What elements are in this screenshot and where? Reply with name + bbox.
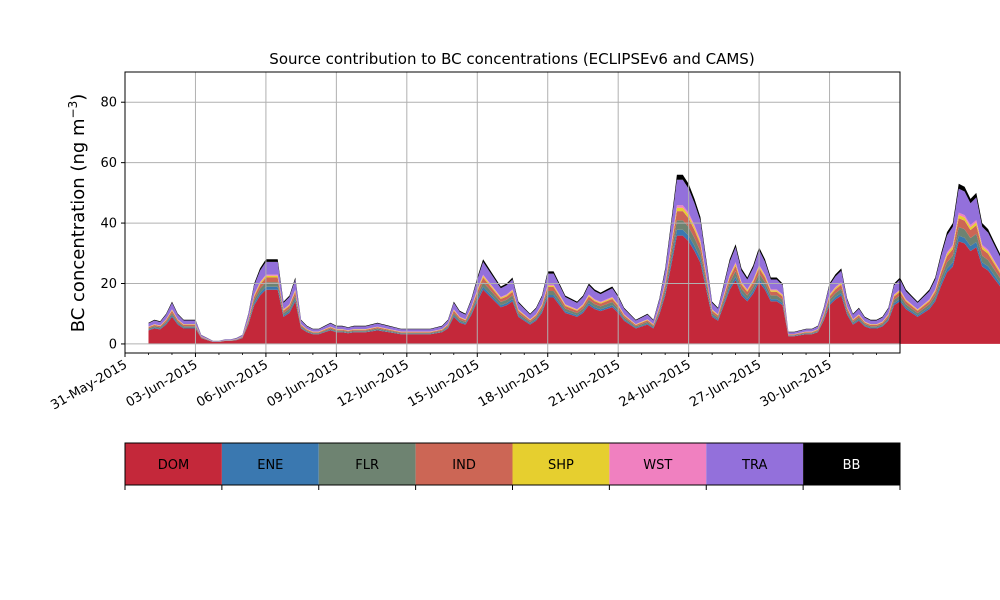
area-dom bbox=[148, 235, 1000, 344]
x-tick-label: 03-Jun-2015 bbox=[124, 357, 201, 410]
x-tick-label: 31-May-2015 bbox=[48, 357, 130, 413]
legend-frame bbox=[124, 442, 901, 486]
legend-label-shp: SHP bbox=[548, 458, 574, 473]
y-axis: 0 20 40 60 80 bbox=[100, 96, 125, 352]
legend-swatch-tra bbox=[706, 443, 804, 485]
chart-title: Source contribution to BC concentrations… bbox=[269, 50, 754, 68]
y-axis-label: BC concentration (ng m−3) bbox=[66, 94, 89, 333]
legend: DOM ENE FLR IND SHP WST TRA BB bbox=[124, 442, 901, 490]
y-tick-label: 20 bbox=[100, 277, 117, 292]
legend-label-bb: BB bbox=[843, 458, 861, 473]
legend-label-dom: DOM bbox=[158, 458, 189, 473]
legend-swatch-dom bbox=[125, 443, 222, 485]
grid bbox=[124, 72, 900, 353]
y-tick-label: 80 bbox=[100, 96, 117, 111]
legend-label-flr: FLR bbox=[355, 458, 379, 473]
legend-label-tra: TRA bbox=[741, 458, 767, 473]
x-tick-label: 15-Jun-2015 bbox=[405, 357, 482, 410]
y-tick-label: 0 bbox=[109, 337, 117, 352]
stacked-areas bbox=[148, 174, 1000, 344]
legend-swatch-shp bbox=[512, 443, 610, 485]
legend-swatch-flr bbox=[318, 443, 416, 485]
legend-swatch-wst bbox=[609, 443, 707, 485]
x-tick-label: 30-Jun-2015 bbox=[758, 357, 835, 410]
plot-frame bbox=[124, 71, 901, 354]
legend-swatch-ind bbox=[415, 443, 513, 485]
legend-swatch-bb bbox=[803, 443, 900, 485]
legend-label-ind: IND bbox=[452, 458, 476, 473]
x-tick-label: 24-Jun-2015 bbox=[617, 357, 694, 410]
x-axis: 31-May-201503-Jun-201506-Jun-201509-Jun-… bbox=[48, 353, 877, 413]
y-tick-label: 40 bbox=[100, 217, 117, 232]
x-tick-label: 12-Jun-2015 bbox=[335, 357, 412, 410]
legend-label-wst: WST bbox=[643, 458, 672, 473]
legend-swatch-ene bbox=[221, 443, 319, 485]
x-tick-label: 06-Jun-2015 bbox=[194, 357, 271, 410]
x-tick-label: 09-Jun-2015 bbox=[265, 357, 342, 410]
y-tick-label: 60 bbox=[100, 156, 117, 171]
x-tick-label: 18-Jun-2015 bbox=[476, 357, 553, 410]
legend-label-ene: ENE bbox=[257, 458, 283, 473]
x-tick-label: 27-Jun-2015 bbox=[687, 357, 764, 410]
x-tick-label: 21-Jun-2015 bbox=[546, 357, 623, 410]
